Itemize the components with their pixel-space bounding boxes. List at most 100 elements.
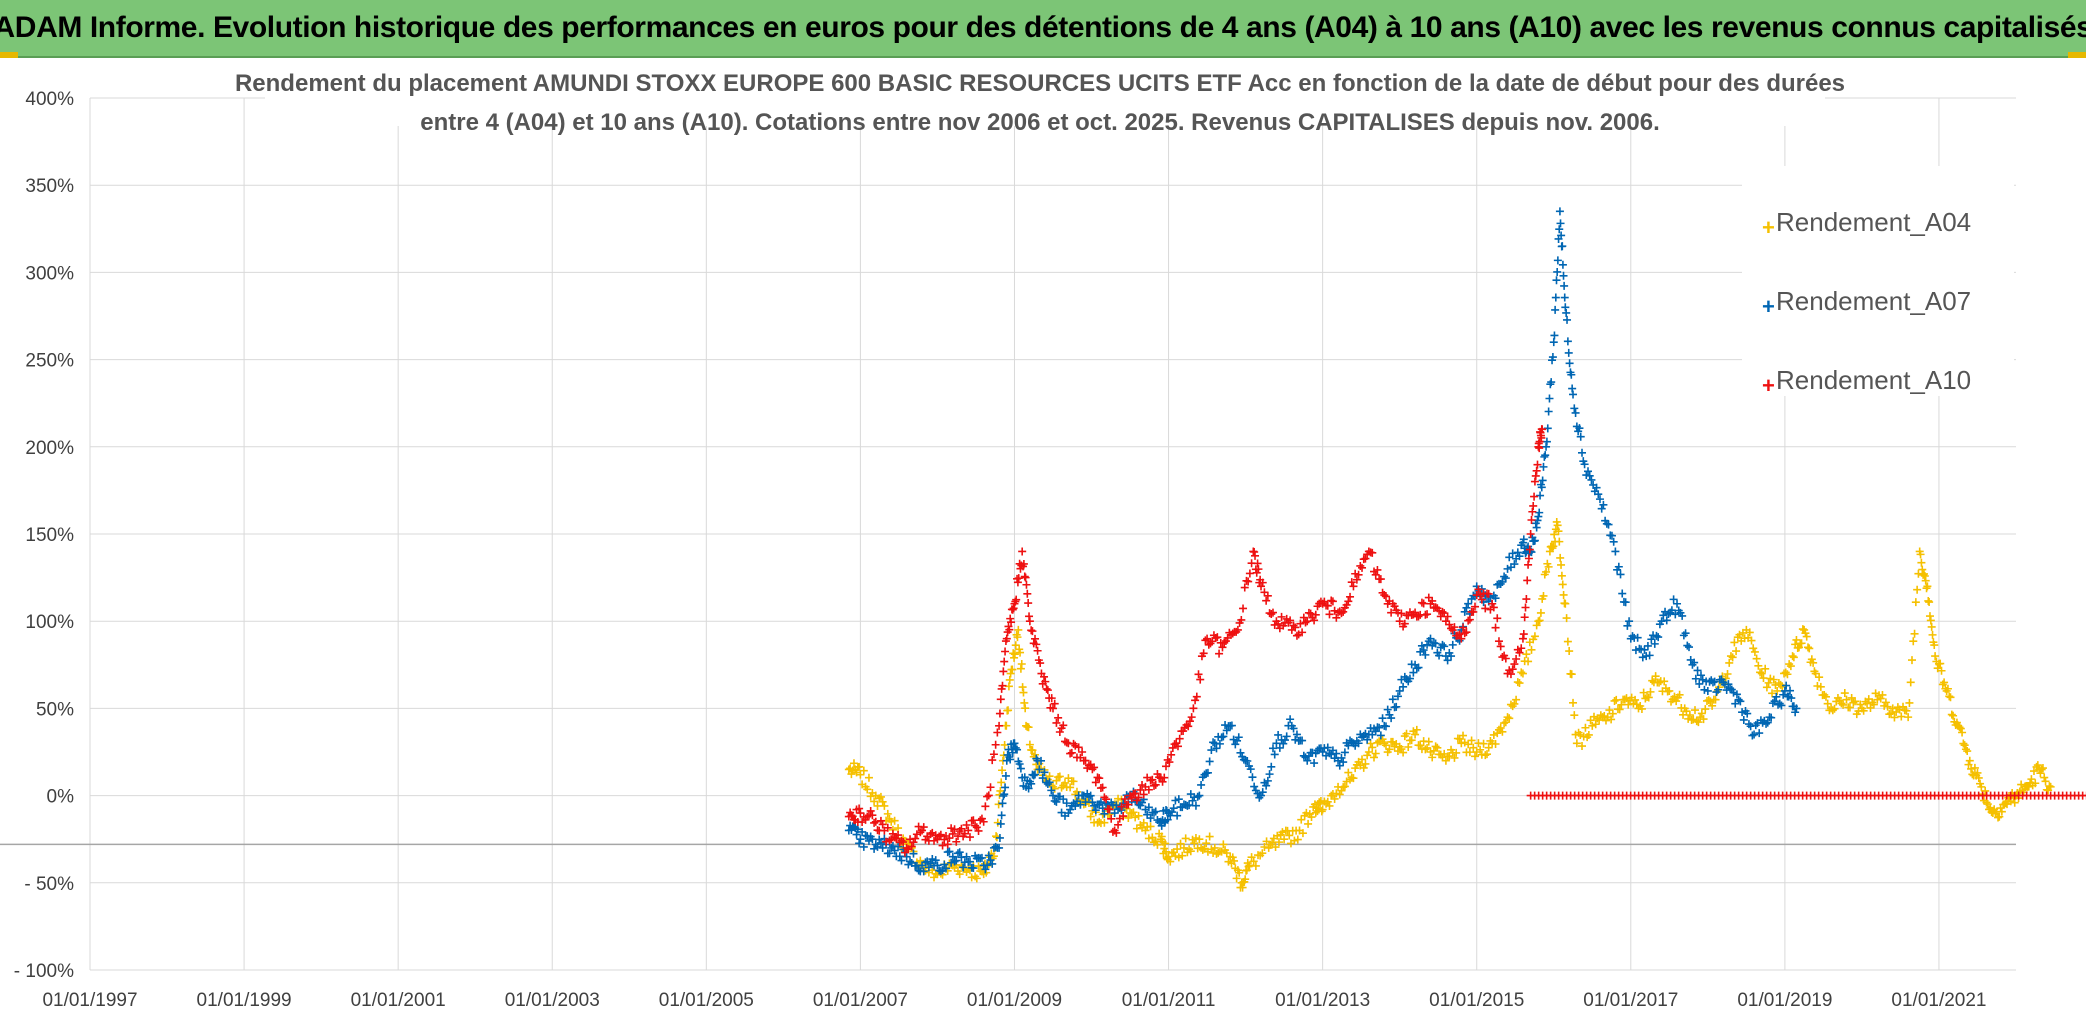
data-point xyxy=(1646,687,1655,696)
data-point xyxy=(1508,665,1517,674)
data-point xyxy=(1243,757,1252,766)
data-point xyxy=(940,835,949,844)
data-point xyxy=(1558,580,1567,589)
data-point xyxy=(1011,743,1020,752)
data-point xyxy=(864,773,873,782)
data-point xyxy=(1513,678,1522,687)
data-point xyxy=(1921,576,1930,585)
data-point xyxy=(1272,739,1281,748)
data-point xyxy=(1031,634,1040,643)
data-point xyxy=(1479,739,1488,748)
data-point xyxy=(965,833,974,842)
data-point xyxy=(1335,790,1344,799)
data-point xyxy=(2027,775,2036,784)
data-point xyxy=(1411,730,1420,739)
data-point xyxy=(1202,839,1211,848)
data-point xyxy=(1047,786,1056,795)
data-point xyxy=(1517,668,1526,677)
data-point xyxy=(1910,629,1919,638)
data-point xyxy=(1845,703,1854,712)
data-point xyxy=(1052,797,1061,806)
data-point xyxy=(1667,606,1676,615)
data-point xyxy=(1232,874,1241,883)
data-point xyxy=(1919,570,1928,579)
data-point xyxy=(1203,634,1212,643)
data-point xyxy=(996,695,1005,704)
data-point xyxy=(1863,699,1872,708)
data-point xyxy=(1926,616,1935,625)
data-point xyxy=(1551,293,1560,302)
data-point xyxy=(876,838,885,847)
data-point xyxy=(1397,609,1406,618)
data-point xyxy=(2010,798,2019,807)
data-point xyxy=(1842,695,1851,704)
data-point xyxy=(1518,669,1527,678)
data-point xyxy=(1757,669,1766,678)
data-point xyxy=(1506,670,1515,679)
data-point xyxy=(1340,748,1349,757)
data-point xyxy=(1304,819,1313,828)
data-point xyxy=(1455,630,1464,639)
data-point xyxy=(1258,788,1267,797)
data-point xyxy=(1419,646,1428,655)
data-point xyxy=(1409,668,1418,677)
data-point xyxy=(1568,384,1577,393)
data-point xyxy=(1354,570,1363,579)
data-point xyxy=(1416,741,1425,750)
data-point xyxy=(1639,688,1648,697)
data-point xyxy=(1381,741,1390,750)
data-point xyxy=(1711,695,1720,704)
data-point xyxy=(942,864,950,873)
data-point xyxy=(1000,657,1009,666)
data-point xyxy=(1179,727,1188,736)
data-point xyxy=(972,874,981,883)
data-point xyxy=(1659,611,1668,620)
data-point xyxy=(1908,656,1916,665)
data-point xyxy=(1558,242,1567,251)
data-point xyxy=(1303,617,1312,626)
data-point xyxy=(1091,806,1100,815)
data-point xyxy=(883,809,892,818)
data-point xyxy=(1541,451,1550,460)
data-point xyxy=(1533,460,1542,469)
data-point xyxy=(1251,861,1260,870)
data-point xyxy=(1491,594,1500,603)
data-point xyxy=(1643,641,1652,650)
data-point xyxy=(1828,706,1837,715)
data-point xyxy=(1856,700,1865,709)
data-point xyxy=(1320,597,1329,606)
data-point xyxy=(1244,862,1253,871)
data-point xyxy=(1210,843,1219,852)
data-point xyxy=(1471,602,1480,611)
data-point xyxy=(1607,715,1616,724)
data-point xyxy=(1005,625,1014,634)
data-point xyxy=(1129,808,1138,817)
data-point xyxy=(1750,647,1759,656)
data-point xyxy=(1681,629,1690,638)
data-point xyxy=(1911,598,1920,607)
data-point xyxy=(1660,677,1669,686)
data-point xyxy=(962,852,971,861)
data-point xyxy=(1342,600,1351,609)
data-point xyxy=(1114,820,1123,829)
data-point xyxy=(1349,774,1358,783)
data-point xyxy=(1024,599,1033,608)
data-point xyxy=(1148,775,1157,784)
data-point xyxy=(883,823,892,832)
data-point xyxy=(996,819,1005,828)
data-point xyxy=(1268,744,1277,753)
data-point xyxy=(1839,700,1848,709)
data-point xyxy=(1035,765,1044,774)
data-point xyxy=(847,770,856,779)
data-point xyxy=(1637,704,1646,713)
data-point xyxy=(969,816,978,825)
data-point xyxy=(1236,748,1245,757)
data-point xyxy=(1878,690,1887,699)
data-point xyxy=(1955,723,1964,732)
data-point xyxy=(1166,857,1175,866)
data-point xyxy=(1050,796,1059,805)
data-point xyxy=(1549,542,1558,551)
data-point xyxy=(1031,750,1040,759)
data-point xyxy=(1219,732,1228,741)
data-point xyxy=(1725,658,1734,667)
